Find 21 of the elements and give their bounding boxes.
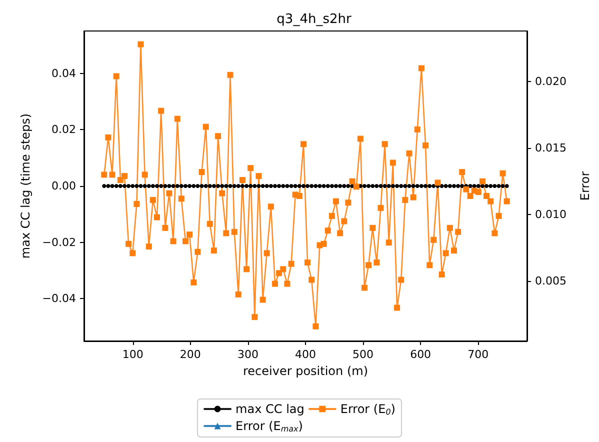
x-tick-label: 700 — [468, 348, 489, 361]
x-tick-label: 300 — [237, 348, 258, 361]
x-tick-label: 600 — [410, 348, 432, 361]
legend-label: max CC lag — [236, 402, 304, 416]
x-axis-title: receiver position (m) — [243, 364, 368, 378]
y-tick-label: 0.00 — [52, 180, 76, 192]
x-tick-label: 400 — [295, 348, 316, 361]
x-tick-label: 100 — [122, 348, 144, 361]
y2-tick-label: 0.005 — [535, 274, 566, 288]
y-tick-label: 0.04 — [52, 66, 76, 80]
y-tick-label: −0.02 — [42, 236, 76, 249]
x-tick-label: 500 — [352, 348, 374, 361]
y2-tick-label: 0.010 — [535, 208, 566, 222]
y2-tick-label: 0.015 — [535, 142, 566, 155]
y2-tick-label: 0.020 — [535, 75, 566, 88]
chart-title: q3_4h_s2hr — [276, 12, 352, 27]
y2-axis-title: Error — [578, 171, 592, 201]
y-tick-label: 0.02 — [52, 123, 76, 136]
y-axis-title: max CC lag (time steps) — [18, 113, 32, 259]
y-tick-label: −0.04 — [42, 292, 76, 306]
x-tick-label: 200 — [180, 348, 201, 361]
